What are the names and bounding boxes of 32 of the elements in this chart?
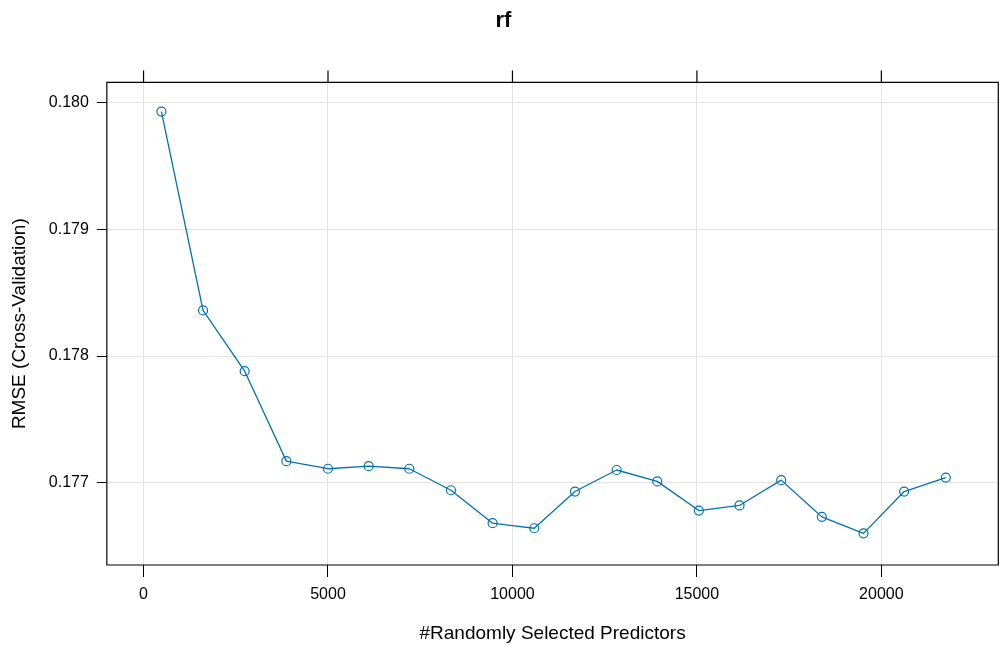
chart-title: rf — [495, 7, 513, 33]
point — [445, 485, 457, 496]
point — [529, 523, 540, 534]
x-tick-label: 20000 — [859, 585, 904, 603]
point — [734, 500, 745, 511]
point — [404, 463, 415, 474]
y-tick-label: 0.177 — [48, 473, 89, 491]
point — [652, 476, 663, 487]
x-axis-title: #Randomly Selected Predictors — [419, 621, 686, 643]
point — [693, 505, 704, 516]
point — [322, 463, 334, 474]
y-tick-label: 0.179 — [48, 219, 89, 237]
point — [569, 486, 581, 497]
x-tick-label: 15000 — [674, 585, 720, 603]
point — [776, 475, 787, 486]
y-tick-label: 0.180 — [48, 93, 89, 111]
point — [363, 461, 374, 472]
point — [940, 472, 951, 483]
point — [156, 106, 167, 117]
point — [858, 528, 869, 539]
point — [611, 464, 622, 476]
x-tick-label: 10000 — [490, 585, 535, 603]
y-tick-label: 0.178 — [48, 346, 89, 364]
point — [899, 486, 910, 497]
x-tick-label: 5000 — [310, 585, 346, 603]
point — [197, 305, 209, 316]
y-axis-title: RMSE (Cross-Validation) — [7, 218, 29, 430]
x-tick-label: 0 — [139, 585, 149, 603]
point — [281, 456, 292, 467]
point — [816, 511, 827, 522]
point — [239, 366, 250, 377]
point — [487, 518, 498, 529]
